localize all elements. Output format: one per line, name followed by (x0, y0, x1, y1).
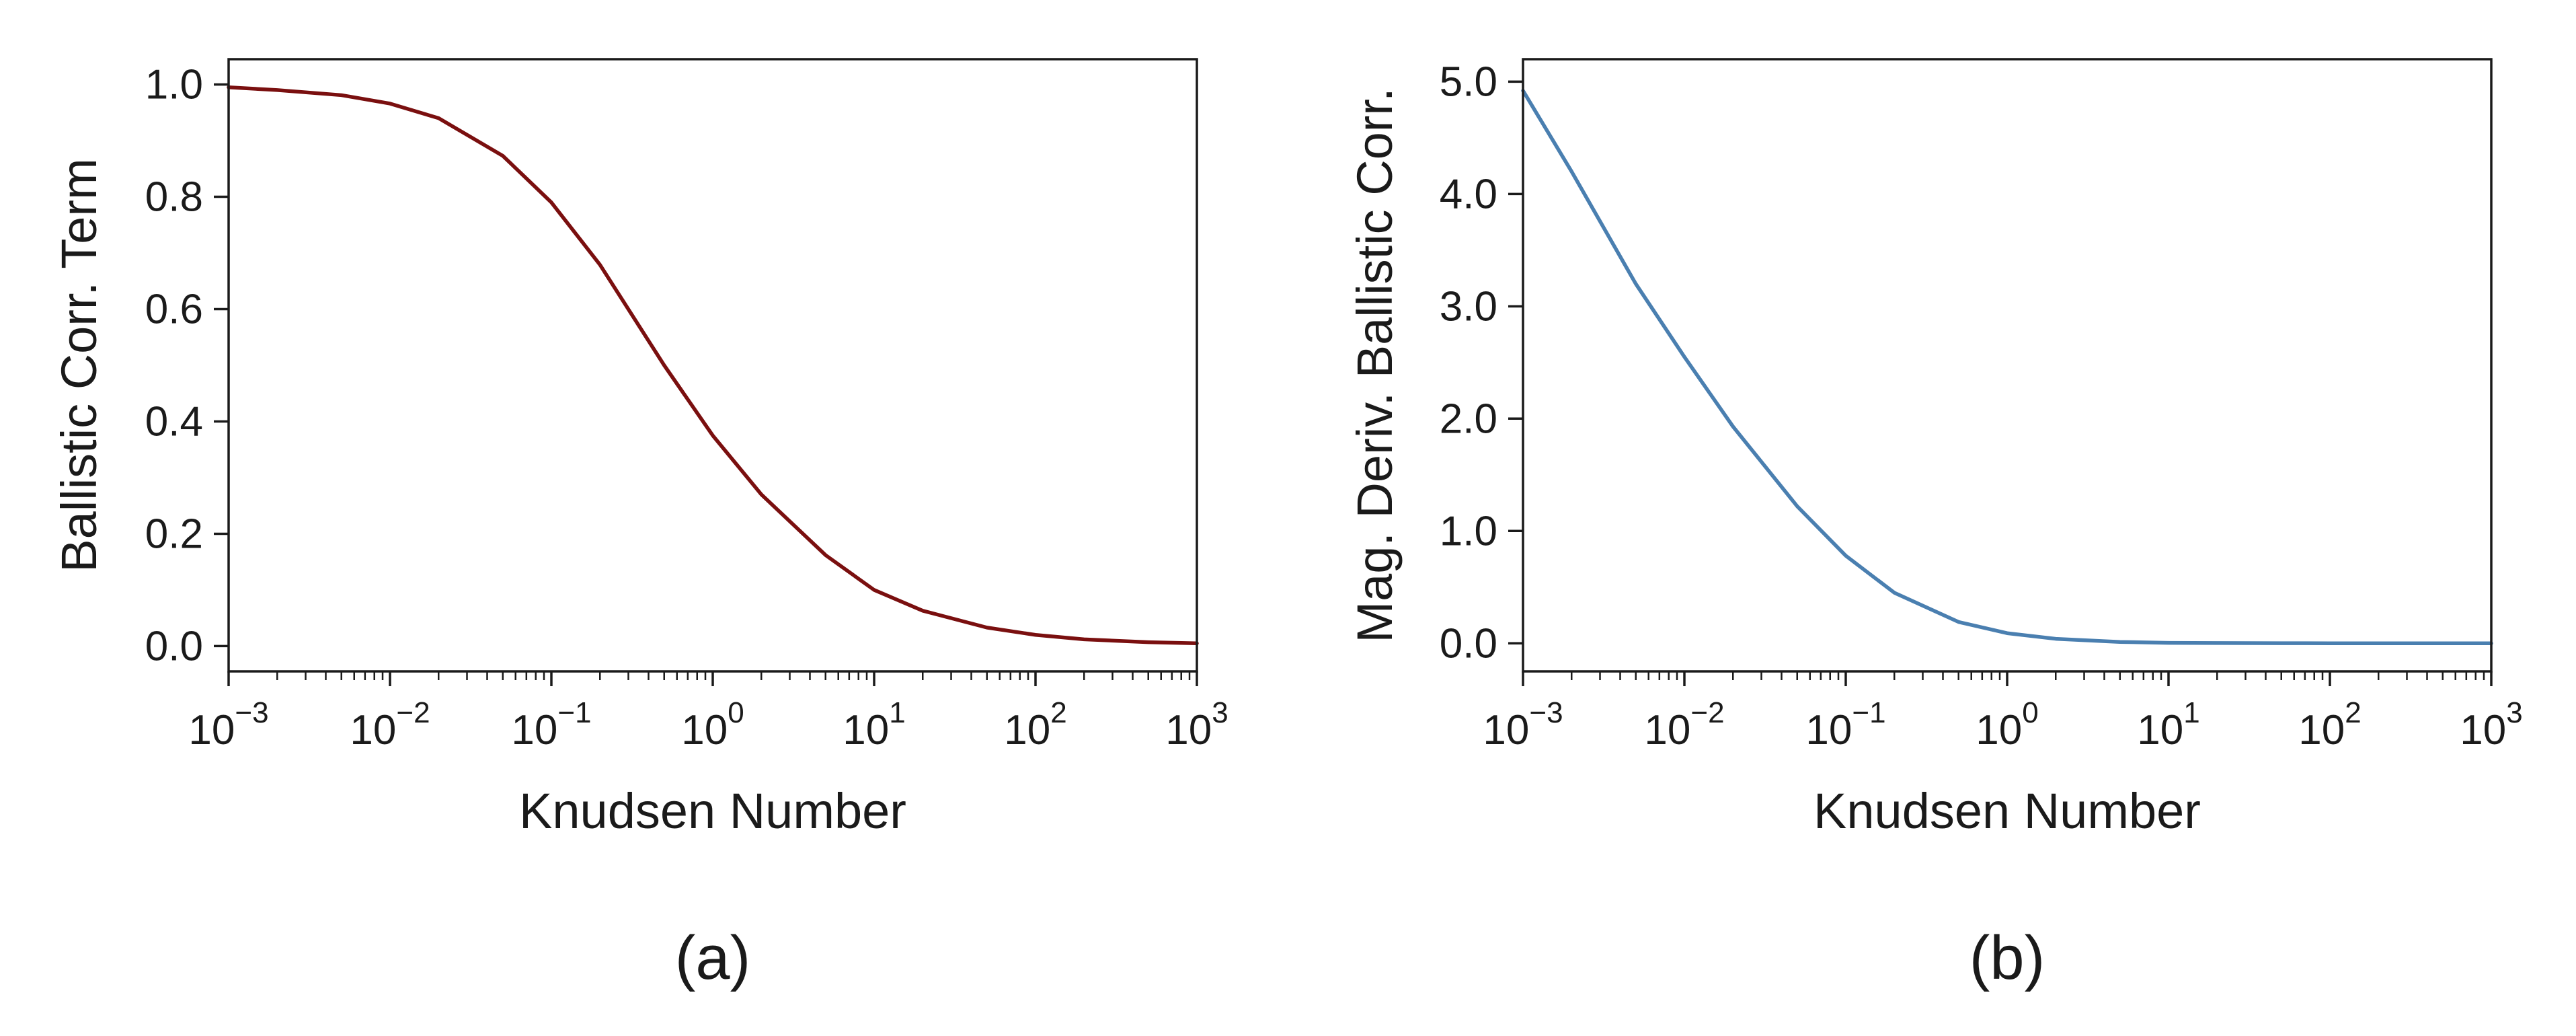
chart-a-series-line (227, 85, 1199, 646)
chart-b-y-tick-label: 5.0 (1440, 59, 1497, 105)
chart-b-x-axis-title: Knudsen Number (1813, 783, 2201, 839)
chart-a-caption: (a) (675, 924, 750, 992)
chart-b-x-tick-label: 10−1 (1805, 696, 1885, 753)
chart-a-x-tick-label: 10−2 (350, 696, 430, 753)
chart-a-y-axis-title: Ballistic Corr. Term (51, 158, 107, 572)
chart-a-x-tick-label: 10−3 (188, 696, 268, 753)
chart-b-y-tick-label: 4.0 (1440, 171, 1497, 217)
chart-a-y-tick-label: 1.0 (145, 62, 203, 108)
chart-a-x-tick-label: 100 (681, 696, 744, 753)
chart-a-x-tick-label: 10−1 (511, 696, 591, 753)
chart-b-x-tick-label: 10−2 (1644, 696, 1724, 753)
chart-a-x-tick-label: 102 (1004, 696, 1066, 753)
chart-a-x-tick-label: 103 (1165, 696, 1228, 753)
chart-a-y-tick-label: 0.0 (145, 623, 203, 669)
chart-b-plot-frame (1522, 58, 2493, 673)
chart-b-y-tick-label: 3.0 (1440, 283, 1497, 330)
chart-a-x-axis-title: Knudsen Number (519, 783, 906, 839)
chart-b-y-tick-label: 1.0 (1440, 508, 1497, 554)
chart-b-series-line (1521, 89, 2493, 646)
chart-a-y-tick-label: 0.8 (145, 174, 203, 221)
chart-b-x-tick-label: 100 (1976, 696, 2038, 753)
chart-a-y-tick-label: 0.2 (145, 511, 203, 557)
chart-b: 10−3 10−2 10−1 100 101 102 103 0.0 1.0 2.0 3.0 4.0 5… (1347, 58, 2523, 992)
chart-b-y-axis-title: Mag. Deriv. Ballistic Corr. (1347, 87, 1403, 642)
chart-b-x-tick-label: 10−3 (1483, 696, 1563, 753)
chart-b-caption: (b) (1969, 924, 2045, 992)
chart-b-y-tick-label: 2.0 (1440, 396, 1497, 442)
chart-b-x-tick-label: 103 (2460, 696, 2522, 753)
chart-a-y-tick-label: 0.6 (145, 287, 203, 333)
chart-b-y-tick-label: 0.0 (1440, 620, 1497, 667)
chart-a-plot-frame (227, 58, 1198, 673)
chart-a: 10−3 10−2 10−1 100 101 102 103 0.0 0.2 0.4 0.6 0.8 1… (51, 58, 1228, 992)
chart-b-x-tick-label: 102 (2298, 696, 2361, 753)
chart-a-x-tick-label: 101 (843, 696, 905, 753)
chart-a-y-tick-label: 0.4 (145, 398, 203, 445)
chart-b-x-tick-label: 101 (2137, 696, 2199, 753)
